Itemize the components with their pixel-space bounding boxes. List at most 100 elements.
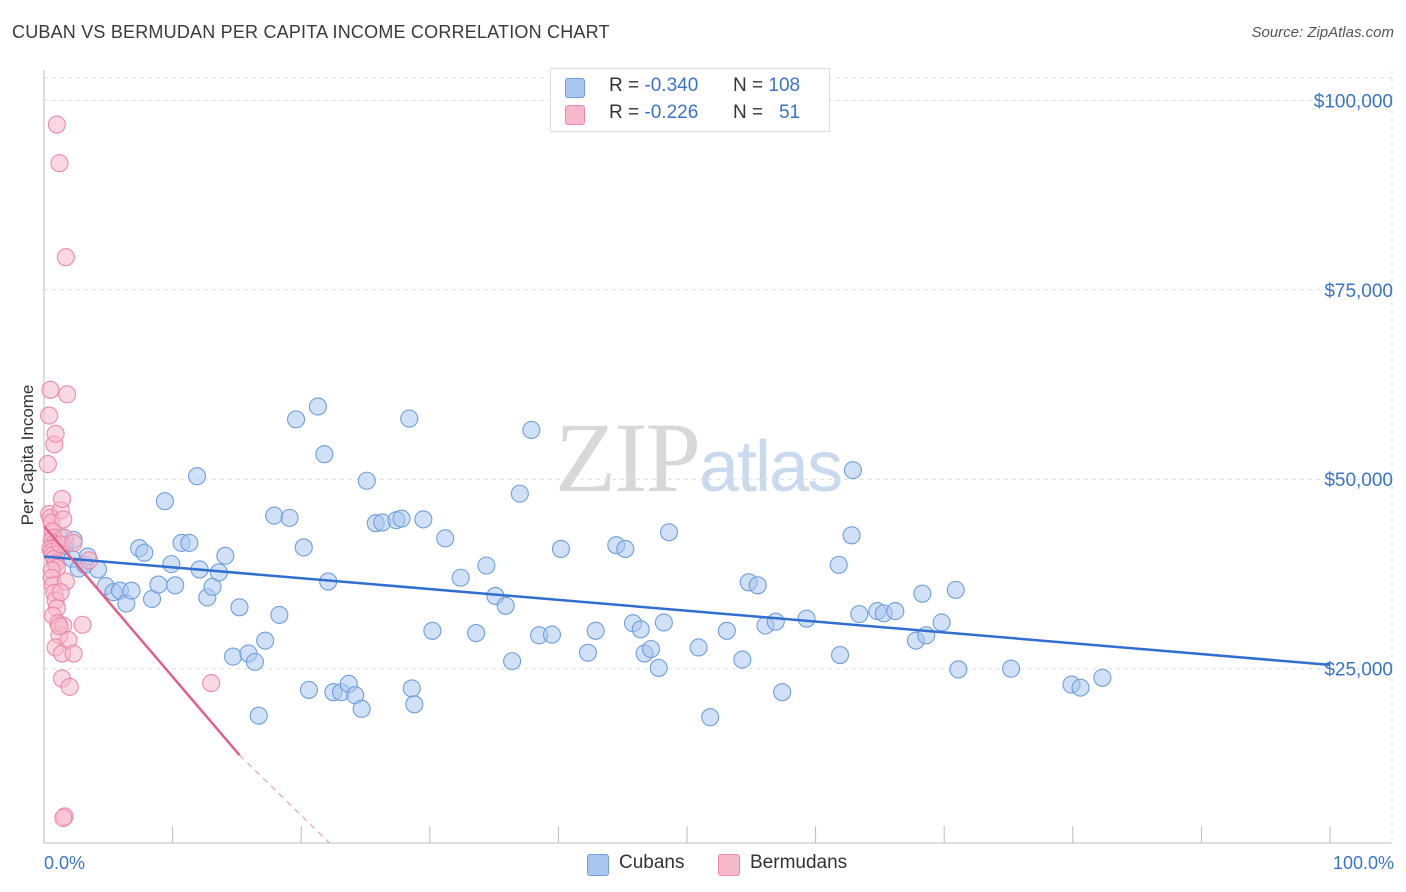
cuban-point: [886, 602, 905, 621]
bermudan-point: [60, 677, 79, 696]
bermudans-trend-line: [43, 525, 241, 756]
legend-r-value-cubans: -0.340: [644, 75, 699, 96]
watermark-atlas: atlas: [699, 427, 843, 507]
cuban-point: [135, 543, 154, 562]
legend-n-value-cubans: 108: [768, 75, 801, 96]
cuban-point: [616, 539, 635, 559]
bermudan-point: [50, 154, 69, 173]
bermudan-point: [64, 533, 83, 552]
bermudan-point: [54, 808, 73, 828]
legend-n-label: N =: [733, 75, 764, 96]
bermudan-point: [54, 510, 73, 529]
cuban-point: [187, 467, 207, 486]
watermark: ZIPatlas: [555, 400, 843, 515]
cuban-point: [392, 509, 411, 528]
cuban-point: [797, 609, 816, 628]
bermudan-point: [50, 617, 69, 636]
cuban-point: [733, 650, 752, 669]
cuban-point: [162, 555, 181, 574]
bottom-legend-swatch-bermudans: [718, 854, 740, 876]
legend-swatch-bermudans: [565, 105, 585, 125]
cuban-point: [357, 471, 376, 490]
cubans-points: [51, 397, 1112, 727]
cuban-point: [287, 410, 306, 429]
cuban-point: [1093, 668, 1112, 687]
cuban-point: [402, 679, 421, 698]
bermudan-point: [41, 380, 60, 399]
x-tick-label-max: 100.0%: [1332, 853, 1394, 873]
cuban-point: [503, 652, 522, 671]
legend-r-label: R =: [609, 75, 640, 96]
cuban-point: [423, 621, 442, 640]
cuban-point: [717, 621, 736, 640]
cuban-point: [496, 596, 515, 615]
gridlines: [44, 70, 1393, 843]
chart-title: CUBAN VS BERMUDAN PER CAPITA INCOME CORR…: [12, 22, 610, 42]
legend-swatch-cubans: [565, 78, 585, 98]
axes: [43, 70, 1392, 844]
cuban-point: [122, 581, 141, 600]
cuban-point: [510, 484, 529, 503]
cuban-point: [256, 631, 275, 650]
cuban-point: [414, 510, 433, 529]
cuban-point: [216, 546, 235, 565]
cuban-point: [641, 639, 661, 659]
cuban-point: [299, 680, 318, 699]
bermudan-point: [52, 489, 72, 508]
bottom-legend-label-bermudans: Bermudans: [750, 852, 848, 873]
cuban-point: [1071, 678, 1090, 697]
cuban-point: [542, 625, 562, 644]
trend-lines: [43, 525, 1331, 844]
cuban-point: [578, 643, 598, 662]
bermudan-point: [56, 248, 75, 267]
cuban-point: [451, 568, 470, 587]
cuban-point: [522, 420, 541, 440]
bermudan-point: [47, 115, 66, 134]
cuban-point: [223, 647, 243, 666]
cuban-point: [748, 576, 767, 595]
bottom-legend-swatch-cubans: [587, 854, 609, 876]
cuban-point: [467, 624, 486, 643]
cuban-point: [649, 658, 668, 677]
x-tick-label-min: 0.0%: [44, 853, 86, 873]
cuban-point: [689, 638, 708, 657]
legend-r-label: R =: [609, 102, 640, 123]
cuban-point: [280, 508, 299, 527]
cuban-point: [230, 598, 249, 617]
cuban-point: [294, 538, 313, 557]
cuban-point: [913, 584, 932, 603]
cuban-point: [149, 575, 168, 594]
cuban-point: [631, 620, 650, 639]
cuban-point: [155, 492, 174, 511]
cuban-point: [270, 605, 289, 624]
cuban-point: [166, 576, 185, 595]
cuban-point: [829, 555, 848, 574]
cuban-point: [932, 613, 951, 632]
y-tick-label: $25,000: [1324, 660, 1393, 681]
cuban-point: [400, 409, 419, 428]
y-tick-label: $100,000: [1314, 91, 1393, 112]
cuban-point: [405, 695, 424, 714]
cuban-point: [850, 605, 869, 624]
bermudan-point: [73, 615, 92, 634]
bottom-legend-label-cubans: Cubans: [619, 852, 685, 873]
cuban-point: [659, 523, 679, 542]
cuban-point: [773, 683, 792, 702]
bermudan-point: [64, 644, 83, 663]
correlation-legend: R = -0.340 N = 108 R = -0.226 N = 51: [550, 68, 830, 132]
cuban-point: [249, 706, 268, 725]
cuban-point: [477, 556, 496, 575]
cuban-point: [265, 506, 284, 525]
cuban-point: [701, 708, 720, 727]
bermudan-point: [40, 406, 59, 425]
y-tick-label: $75,000: [1324, 281, 1393, 302]
cuban-point: [315, 445, 334, 464]
cuban-point: [843, 461, 862, 480]
cuban-point: [352, 699, 371, 718]
y-tick-label: $50,000: [1324, 470, 1393, 491]
cuban-point: [551, 539, 571, 559]
cuban-point: [949, 660, 968, 679]
cubans-trend-line: [43, 555, 1331, 667]
bermudan-point: [51, 583, 70, 602]
legend-r-value-bermudans: -0.226: [644, 102, 699, 123]
